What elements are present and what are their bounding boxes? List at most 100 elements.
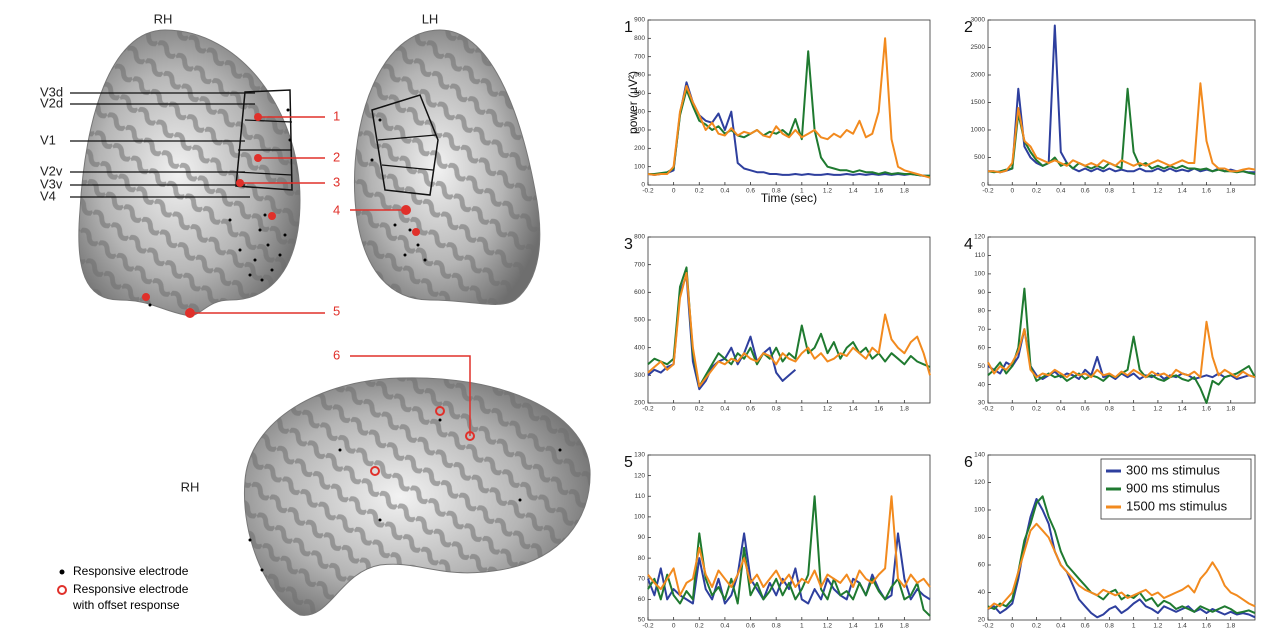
x-tick-label: 0.2 [1032, 188, 1041, 195]
hemisphere-label: RH [181, 479, 200, 494]
electrode-label: 1 [333, 108, 340, 123]
y-tick-label: 120 [974, 234, 985, 241]
plot-area [987, 236, 1256, 404]
electrode-label: 3 [333, 174, 340, 189]
x-tick-label: 0.6 [1081, 188, 1090, 195]
y-tick-label: 800 [634, 234, 645, 241]
legend-text: Responsive electrode [73, 582, 189, 596]
x-tick-label: 1 [800, 406, 804, 413]
area-label: V1 [40, 132, 56, 147]
legend-box [1100, 458, 1252, 520]
y-tick-label: 110 [975, 252, 986, 259]
x-tick-label: 0.4 [720, 623, 729, 630]
plot-area [647, 19, 931, 186]
x-tick-label: 0.2 [695, 623, 704, 630]
panel-label: 1 [624, 19, 633, 36]
series-line [987, 87, 1256, 175]
y-tick-label: 20 [978, 617, 986, 624]
x-tick-label: 1.4 [849, 188, 858, 195]
y-tick-label: 80 [638, 555, 646, 562]
brain-lh-posterior [353, 29, 541, 305]
x-tick-label: 0.6 [746, 188, 755, 195]
x-tick-label: 0.8 [1105, 406, 1114, 413]
x-tick-label: 0.8 [772, 623, 781, 630]
area-label: V3d [40, 84, 63, 99]
x-tick-label: 1.4 [849, 623, 858, 630]
x-tick-label: 1 [1132, 623, 1136, 630]
x-tick-label: 1.4 [1178, 623, 1187, 630]
y-tick-label: 600 [634, 72, 645, 79]
y-tick-label: 70 [638, 575, 646, 582]
panel-label: 5 [624, 454, 633, 471]
x-tick-label: 1.2 [1153, 623, 1162, 630]
x-tick-label: 0.4 [720, 406, 729, 413]
x-axis-label: Time (sec) [761, 191, 817, 205]
chart: 6 20 40 60 80 100 120 140 -0.2 0 0.2 0.4 0.6 0.8 1 1.2 1… [964, 452, 1256, 630]
y-tick-label: 500 [634, 90, 645, 97]
x-tick-label: 0.4 [1056, 623, 1065, 630]
y-tick-label: 600 [634, 289, 645, 296]
x-tick-label: -0.2 [982, 406, 994, 413]
y-tick-label: 60 [638, 596, 646, 603]
y-tick-label: 2000 [971, 72, 986, 79]
y-tick-label: 100 [974, 507, 985, 514]
brain-rh-lateral [243, 377, 591, 616]
x-tick-label: 1.6 [874, 623, 883, 630]
x-tick-label: 1.6 [874, 406, 883, 413]
y-tick-label: 300 [634, 372, 645, 379]
x-tick-label: 1.4 [1178, 188, 1187, 195]
y-tick-label: 0 [981, 182, 985, 189]
legend-text: Responsive electrode [73, 564, 189, 578]
electrode-label: 4 [333, 202, 340, 217]
area-label: V2d [40, 95, 63, 110]
series-line [647, 495, 931, 597]
series-line [648, 50, 930, 177]
x-tick-label: 0.6 [746, 406, 755, 413]
chart: 5 50 60 70 80 90 100 110 120 130 -0.2 0 0.2 0.4 0.6 0.8… [624, 452, 931, 630]
y-tick-label: 120 [974, 479, 985, 486]
chart: 3 200 300 400 500 600 700 800 -0.2 0 0.2 0.4 0.6 0.8 1… [624, 234, 931, 413]
series-line [988, 82, 1256, 174]
hemisphere-label: LH [422, 11, 439, 26]
series-line [647, 37, 931, 179]
x-tick-label: 0.2 [1032, 406, 1041, 413]
y-tick-label: 90 [638, 534, 646, 541]
legend-ring [57, 585, 67, 595]
x-tick-label: 0.2 [1032, 623, 1041, 630]
x-tick-label: -0.2 [982, 623, 994, 630]
area-lines [70, 92, 255, 198]
x-tick-label: 0.8 [1105, 188, 1114, 195]
series-line [987, 320, 1256, 379]
panel-label: 3 [624, 236, 633, 253]
y-tick-label: 30 [978, 400, 986, 407]
y-tick-label: 200 [634, 145, 645, 152]
y-tick-label: 80 [978, 307, 986, 314]
x-tick-label: 0.6 [746, 623, 755, 630]
electrode-label: 6 [333, 347, 340, 362]
legend-label: 1500 ms stimulus [1126, 498, 1228, 513]
y-axis-label: power (µV²) [626, 71, 640, 134]
y-tick-label: 130 [634, 452, 645, 459]
legend-text: with offset response [72, 598, 180, 612]
area-label: V4 [40, 188, 56, 203]
y-tick-label: 50 [638, 617, 646, 624]
x-tick-label: 0.8 [772, 188, 781, 195]
y-tick-label: 300 [634, 127, 645, 134]
y-tick-label: 70 [978, 326, 986, 333]
x-tick-label: 1.2 [823, 188, 832, 195]
x-tick-label: 1.8 [900, 623, 909, 630]
y-tick-label: 100 [634, 163, 645, 170]
legend-dot [59, 569, 65, 575]
legend-label: 300 ms stimulus [1126, 462, 1220, 477]
y-tick-label: 1000 [971, 127, 986, 134]
x-tick-label: -0.2 [642, 406, 654, 413]
y-tick-label: 100 [634, 514, 645, 521]
y-tick-label: 50 [978, 363, 986, 370]
x-tick-label: 0.4 [1056, 188, 1065, 195]
x-tick-label: -0.2 [642, 188, 654, 195]
y-tick-label: 140 [974, 452, 985, 459]
y-tick-label: 110 [635, 493, 646, 500]
electrode-label: 5 [333, 303, 340, 318]
